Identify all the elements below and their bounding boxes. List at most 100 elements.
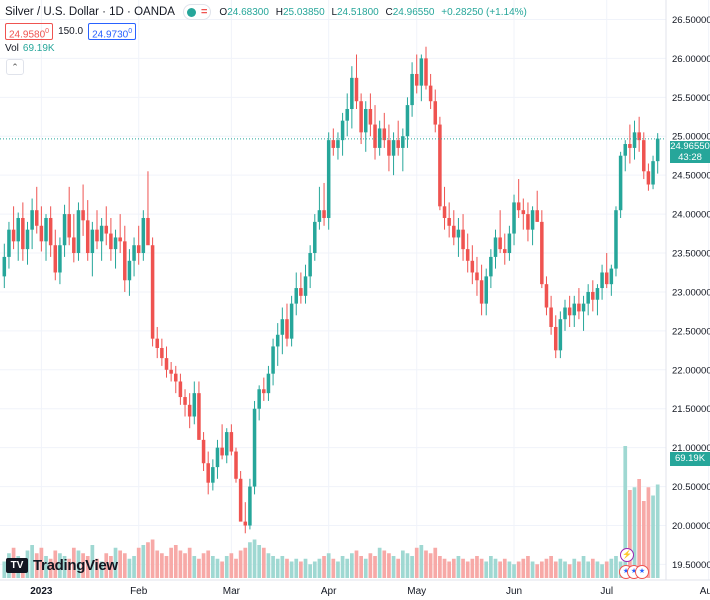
candle-body (516, 202, 521, 211)
candle-body (461, 229, 465, 250)
buy-price-button[interactable]: 24.97300 (88, 23, 137, 40)
volume-bar (651, 495, 655, 578)
sell-price-button[interactable]: 24.95800 (5, 23, 54, 40)
candle-body (308, 253, 312, 277)
candle-body (410, 73, 414, 106)
candle-body (544, 284, 549, 308)
candle-body (618, 155, 623, 211)
candle-body (248, 486, 252, 526)
volume-bar (410, 556, 414, 578)
header-pill[interactable]: = (182, 4, 212, 20)
candle-body (382, 128, 387, 141)
candle-body (132, 245, 136, 261)
candle-body (535, 210, 539, 222)
volume-bar (173, 545, 178, 578)
volume-bar (294, 558, 299, 578)
candle-body (21, 217, 25, 250)
candle-body (224, 432, 229, 456)
volume-bar (109, 556, 113, 578)
volume-bar (160, 553, 164, 578)
volume-bar (521, 558, 526, 578)
volume-bar (229, 553, 234, 578)
candle-body (604, 272, 609, 285)
volume-bar (549, 556, 553, 578)
symbol-title[interactable]: Silver / U.S. Dollar · 1D · OANDA (5, 6, 175, 18)
volume-bar (424, 550, 428, 578)
tradingview-logo-icon: TV (6, 558, 28, 573)
candle-body (16, 217, 20, 242)
candle-body (62, 214, 67, 246)
volume-bar (340, 556, 345, 578)
volume-bar (81, 553, 85, 578)
candle-body (521, 210, 526, 215)
candle-body (526, 214, 530, 230)
volume-bar (530, 561, 535, 578)
volume-bar (266, 553, 271, 578)
volume-bar (322, 556, 326, 578)
volume-bar (479, 558, 484, 578)
candle-body (470, 260, 475, 273)
volume-bar (516, 561, 521, 578)
volume-bar (271, 556, 275, 578)
volume-bar (280, 556, 285, 578)
candle-body (197, 393, 201, 440)
volume-bar (48, 558, 53, 578)
volume-bar (136, 547, 141, 578)
volume-bar (581, 556, 586, 578)
candle-body (586, 291, 590, 304)
volume-bar (373, 556, 377, 578)
lightning-icon[interactable]: ⚡ (620, 548, 634, 562)
volume-bar (261, 547, 266, 578)
volume-bar (53, 550, 58, 578)
candle-body (266, 373, 271, 394)
candle-body (58, 245, 62, 273)
volume-bar (400, 550, 405, 578)
tradingview-branding[interactable]: TV TradingView (6, 557, 118, 574)
candle-body (234, 451, 238, 479)
candle-body (637, 132, 641, 141)
volume-label[interactable]: Vol (5, 43, 19, 54)
candle-body (238, 478, 243, 522)
price-tick-label: 19.50000 (672, 560, 710, 571)
candle-body (442, 206, 447, 218)
candlesticks (0, 46, 666, 534)
volume-bar (62, 556, 67, 578)
candle-body (540, 221, 544, 285)
candle-body (419, 58, 424, 86)
volume-legend: Vol 69.19K (5, 43, 55, 54)
volume-bar (275, 558, 280, 578)
candle-body (507, 233, 512, 254)
volume-bar (76, 550, 81, 578)
volume-bar (646, 487, 651, 578)
volume-bar (178, 550, 183, 578)
time-axis[interactable]: 2023 Feb Mar Apr May Jun Jul Aug (30, 586, 710, 597)
volume-bar (577, 561, 581, 578)
candle-body (220, 447, 224, 456)
volume-bar (238, 550, 243, 578)
candle-body (563, 307, 567, 320)
price-axis[interactable]: 26.50000 26.00000 25.50000 25.00000 24.50000… (672, 15, 710, 571)
volume-bar (405, 553, 410, 578)
volume-bar (396, 558, 401, 578)
volume-bar (456, 556, 461, 578)
us-flag-icon[interactable]: ★ (635, 565, 649, 579)
candle-body (146, 217, 150, 246)
candle-body (275, 334, 280, 347)
candle-body (498, 237, 502, 250)
candle-body (512, 202, 516, 234)
candle-body (558, 319, 563, 351)
candle-body (123, 241, 127, 281)
price-tick-label: 26.00000 (672, 54, 710, 65)
candle-body (53, 245, 58, 273)
volume-bar (257, 545, 262, 578)
collapse-legend-button[interactable]: ⌃ (6, 59, 24, 75)
brand-name: TradingView (33, 557, 118, 574)
volume-bar (210, 556, 215, 578)
price-tick-label: 24.50000 (672, 171, 710, 182)
volume-value: 69.19K (22, 43, 55, 54)
volume-bar (192, 556, 197, 578)
high-value: 25.03850 (282, 6, 325, 18)
candle-body (2, 256, 7, 277)
candle-body (187, 404, 192, 417)
